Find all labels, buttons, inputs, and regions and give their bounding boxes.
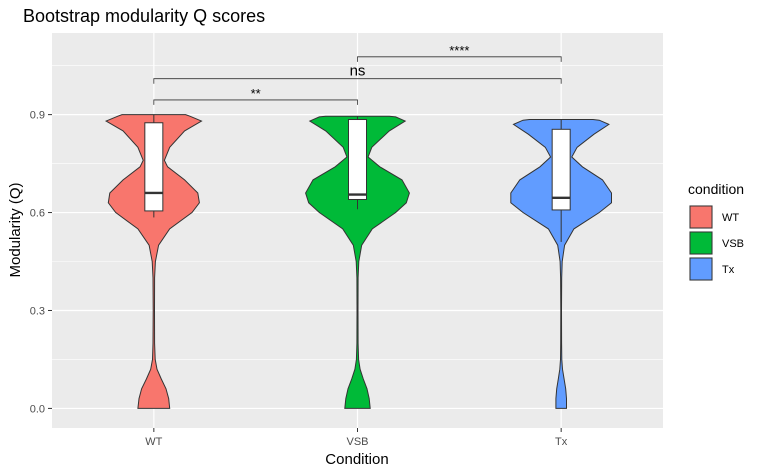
x-tick-label: VSB — [346, 436, 368, 448]
violin-vsb — [305, 115, 410, 409]
violin-tx — [510, 119, 612, 409]
box-layer — [144, 114, 571, 242]
box-tx — [551, 128, 571, 211]
y-tick-label: 0.9 — [30, 110, 45, 122]
legend-label: WT — [722, 212, 739, 224]
chart-title: Bootstrap modularity Q scores — [23, 6, 265, 26]
legend: condition WT VSB Tx — [688, 181, 744, 281]
legend-label: Tx — [722, 264, 735, 276]
significance-label: **** — [449, 43, 469, 58]
y-axis: 0.0 0.3 0.6 0.9 — [30, 110, 52, 415]
x-axis: WT VSB Tx — [145, 428, 568, 448]
significance-bracket — [153, 99, 358, 105]
legend-swatch-vsb — [689, 231, 713, 255]
y-tick-label: 0.3 — [30, 305, 45, 317]
y-axis-title: Modularity (Q) — [7, 182, 24, 277]
significance-label: ns — [350, 63, 366, 80]
violin-layer — [104, 114, 612, 409]
y-tick-label: 0.6 — [30, 208, 45, 220]
y-tick-label: 0.0 — [30, 403, 45, 415]
significance-bracket — [153, 78, 562, 84]
x-axis-title: Condition — [325, 451, 388, 468]
legend-label: VSB — [722, 238, 744, 250]
legend-swatch-wt — [689, 205, 713, 229]
violin-wt — [104, 114, 203, 409]
significance-bracket — [357, 56, 562, 62]
legend-swatch-tx — [689, 257, 713, 281]
box-wt — [144, 122, 164, 212]
box-vsb — [348, 119, 367, 200]
legend-title: condition — [688, 181, 744, 197]
x-tick-label: Tx — [555, 436, 568, 448]
x-tick-label: WT — [145, 436, 162, 448]
significance-layer: ** ns **** — [153, 43, 562, 105]
significance-label: ** — [251, 86, 261, 101]
